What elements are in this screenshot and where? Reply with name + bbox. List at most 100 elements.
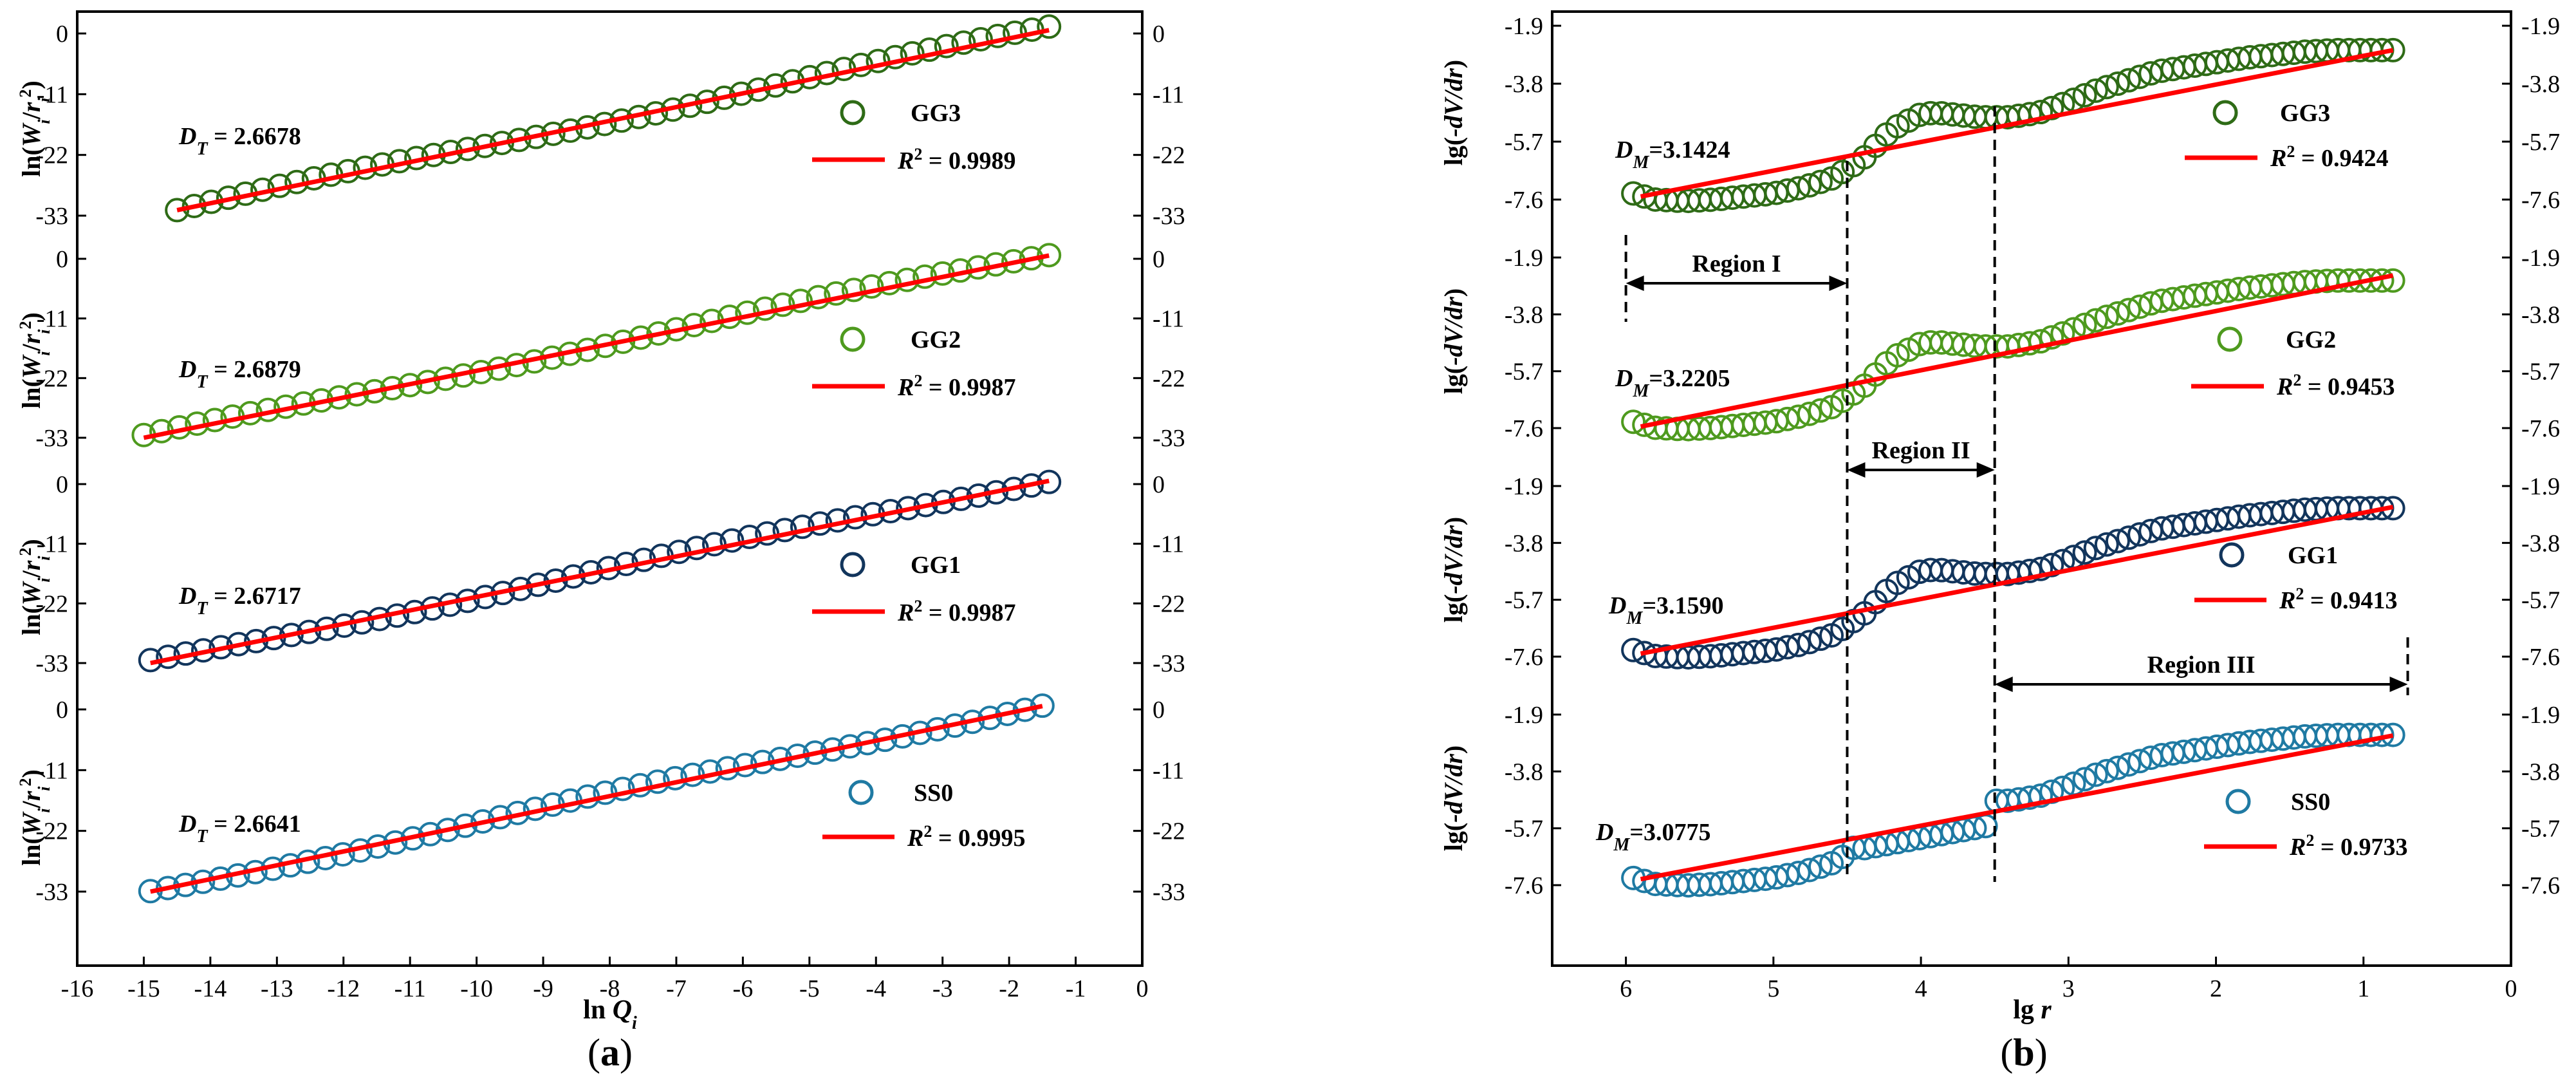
- a-x-tick-label: -12: [327, 975, 360, 1002]
- a-y-tick-label-right: -11: [1153, 757, 1184, 784]
- b-series-ss0: [1621, 722, 2405, 898]
- a-y-tick-label: -33: [35, 425, 68, 452]
- a-gg2-legend-marker: [840, 326, 866, 352]
- b-y-tick-label-right: -1.9: [2521, 473, 2560, 500]
- panel-b-x-ticks: 6 5 4 3 2 1 0: [1620, 957, 2517, 1002]
- a-y-tick-label-right: -22: [1153, 818, 1185, 845]
- a-gg1-legend-marker: [840, 552, 866, 577]
- panel-a-y-labels: ln(Wi/ri2) ln(Wi/ri2) ln(Wi/ri2) ln(Wi/r…: [16, 80, 53, 866]
- b-y-tick-label: -1.9: [1505, 245, 1543, 272]
- b-data-point: [2094, 532, 2119, 557]
- panel-a-series: [131, 14, 1062, 904]
- b-data-point: [2127, 64, 2153, 89]
- a-gg2-d-value: DT = 2.6879: [178, 356, 301, 392]
- a-gg3-d-value: DT = 2.6678: [178, 123, 301, 159]
- b-data-point: [2017, 331, 2043, 356]
- b-data-point: [1797, 401, 1822, 426]
- a-x-tick-label: -10: [460, 975, 493, 1002]
- b-x-tick-label: 1: [2357, 975, 2369, 1002]
- b-gg2-legend-marker: [2217, 326, 2243, 352]
- a-y-tick-label: -11: [37, 531, 68, 558]
- a-ylabel-2: ln(Wi/ri2): [16, 312, 53, 409]
- panel-a-caption: (a): [588, 1031, 633, 1074]
- b-data-point: [1885, 342, 1910, 368]
- b-data-point: [2127, 749, 2153, 774]
- b-data-point: [1621, 637, 1646, 662]
- b-ylabel-1: lg(-dV/dr): [1439, 60, 1468, 165]
- region-2-arrow-head-right: [1976, 462, 1995, 478]
- a-fit-line: [143, 253, 1050, 440]
- a-data-point: [788, 288, 813, 314]
- a-x-tick-label: -16: [61, 975, 94, 1002]
- a-data-point: [1037, 243, 1062, 268]
- a-x-tick-label: -7: [666, 975, 687, 1002]
- panel-a: -16 -15 -14 -13 -12 -11 -10 -9 -8 -7 -6 -5 -4 -3 -2 -1 0…: [16, 10, 1185, 1074]
- a-series-ss0: [138, 693, 1055, 904]
- a-x-tick-label: -13: [261, 975, 293, 1002]
- a-y-tick-label: -33: [35, 650, 68, 677]
- b-y-tick-label: -3.8: [1505, 530, 1543, 557]
- a-data-point: [1030, 693, 1055, 718]
- b-gg1-d-value: DM=3.1590: [1608, 592, 1724, 628]
- b-ss0-d-value: DM=3.0775: [1595, 819, 1711, 855]
- a-data-point: [806, 285, 831, 310]
- region-3-arrow-head-right: [2389, 677, 2408, 692]
- b-data-point: [2116, 297, 2141, 323]
- b-data-point: [2083, 762, 2108, 787]
- a-x-tick-label: -4: [866, 975, 886, 1002]
- region-3-label: Region III: [2147, 651, 2256, 679]
- b-data-point: [2369, 722, 2395, 747]
- a-y-tick-label-right: 0: [1153, 246, 1165, 273]
- a-ylabel-4: ln(Wi/ri2): [16, 769, 53, 866]
- b-data-point: [2083, 536, 2108, 561]
- b-data-point: [2028, 556, 2053, 581]
- a-y-tick-label-right: 0: [1153, 21, 1165, 48]
- a-y-tick-label-right: -33: [1153, 425, 1185, 452]
- b-y-tick-label-right: -5.7: [2521, 129, 2560, 156]
- a-x-tick-label: -8: [600, 975, 620, 1002]
- b-data-point: [2072, 540, 2097, 565]
- b-y-tick-label: -7.6: [1505, 187, 1543, 214]
- b-data-point: [2072, 82, 2097, 108]
- region-2-arrow-head-left: [1847, 462, 1866, 478]
- b-y-tick-label: -3.8: [1505, 301, 1543, 328]
- b-data-point: [2028, 783, 2053, 808]
- a-data-point: [701, 532, 727, 557]
- b-fit-line: [1640, 48, 2394, 199]
- b-x-tick-label: 6: [1620, 975, 1632, 1002]
- b-y-tick-label: -1.9: [1505, 473, 1543, 500]
- b-y-tick-label-right: -7.6: [2521, 872, 2560, 899]
- b-x-tick-label: 5: [1767, 975, 1779, 1002]
- b-y-tick-label-right: -3.8: [2521, 301, 2560, 328]
- b-data-point: [2017, 102, 2043, 127]
- region-label-bg: [1672, 247, 1801, 278]
- a-ss0-r2: R2 = 0.9995: [907, 822, 1026, 852]
- a-gg3-r2: R2 = 0.9989: [897, 145, 1016, 175]
- b-data-point: [2039, 95, 2064, 120]
- b-gg1-legend-label: GG1: [2288, 542, 2338, 569]
- a-y-tick-label: 0: [56, 697, 68, 724]
- a-y-tick-label: -22: [35, 365, 68, 392]
- region-label-bg: [1857, 434, 1986, 465]
- a-y-tick-label: 0: [56, 21, 68, 48]
- a-series-gg1: [138, 469, 1062, 673]
- b-y-tick-label: -7.6: [1505, 415, 1543, 442]
- a-y-tick-label: -22: [35, 142, 68, 169]
- b-y-tick-label-right: -5.7: [2521, 359, 2560, 386]
- a-data-point: [859, 274, 884, 299]
- b-gg1-r2: R2 = 0.9413: [2279, 585, 2398, 615]
- a-ylabel-3: ln(Wi/ri2): [16, 539, 53, 635]
- b-data-point: [1797, 630, 1822, 655]
- a-ss0-legend-marker: [848, 780, 874, 805]
- panel-b-y-labels: lg(-dV/dr) lg(-dV/dr) lg(-dV/dr) lg(-dV/…: [1439, 60, 1468, 851]
- a-x-tick-label: -6: [733, 975, 754, 1002]
- b-data-point: [2017, 558, 2043, 583]
- region-2-label: Region II: [1872, 437, 1970, 464]
- b-series-gg3: [1621, 37, 2405, 214]
- b-gg2-r2: R2 = 0.9453: [2276, 371, 2395, 401]
- panel-b-x-label: lg r: [2013, 995, 2052, 1025]
- b-ss0-r2: R2 = 0.9733: [2289, 831, 2408, 861]
- a-x-tick-label: -15: [127, 975, 160, 1002]
- b-data-point: [2116, 525, 2141, 550]
